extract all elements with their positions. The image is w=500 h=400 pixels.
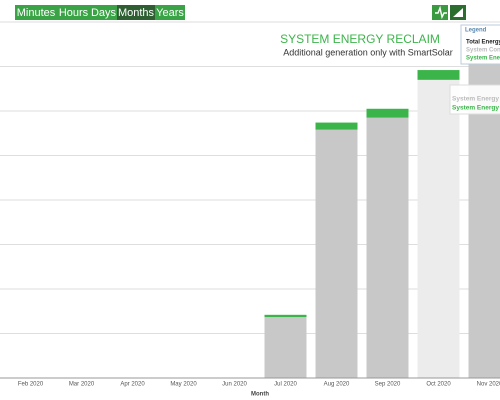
- tab-button[interactable]: [15, 5, 57, 20]
- x-tick-label: Jun 2020: [222, 382, 247, 388]
- x-tick-label: Feb 2020: [18, 382, 44, 388]
- tooltip-line: System Energy: [452, 96, 499, 103]
- tab-button[interactable]: [90, 5, 117, 20]
- bar-segment: [417, 79, 460, 378]
- icon: [435, 5, 447, 20]
- x-tick-label: Sep 2020: [375, 382, 401, 388]
- x-tick-label: Jul 2020: [274, 382, 297, 388]
- tab-label: Hours: [59, 7, 89, 19]
- bar-segment: [417, 70, 460, 80]
- tooltip-box: [449, 84, 500, 115]
- x-tick-label: Apr 2020: [120, 382, 145, 388]
- tooltip-line: System Energy: [452, 105, 499, 112]
- bar-segment: [264, 314, 307, 318]
- bar-segment: [315, 122, 358, 130]
- tab-button[interactable]: [57, 5, 90, 20]
- x-axis-label: Month: [251, 392, 269, 398]
- legend-title: Legend: [465, 28, 487, 34]
- x-tick-label: May 2020: [170, 382, 197, 388]
- icon-button[interactable]: [432, 5, 448, 20]
- x-tick-label: Oct 2020: [426, 382, 451, 388]
- legend-entry[interactable]: System Energy: [466, 56, 500, 62]
- x-tick-label: Nov 2020: [477, 382, 500, 388]
- tab-label: Months: [118, 7, 155, 19]
- x-tick-label: Mar 2020: [69, 382, 95, 388]
- chart-title: SYSTEM ENERGY RECLAIM: [280, 32, 440, 46]
- legend-entry: Total Energy: [466, 40, 500, 46]
- bar-segment: [366, 108, 409, 118]
- bar-segment: [315, 129, 358, 378]
- bar-segment: [366, 117, 409, 379]
- tab-label: Years: [156, 7, 184, 19]
- tab-label: Minutes: [17, 7, 56, 19]
- tab-label: Days: [91, 7, 117, 19]
- x-tick-label: Aug 2020: [324, 382, 350, 388]
- chart-subtitle: Additional generation only with SmartSol…: [283, 47, 453, 57]
- legend-box: [460, 24, 500, 65]
- tab-button[interactable]: [155, 5, 185, 20]
- bar-segment: [264, 317, 307, 378]
- legend-entry[interactable]: System Consumption: [466, 48, 500, 54]
- icon: [453, 8, 463, 17]
- tab-button[interactable]: [117, 5, 155, 20]
